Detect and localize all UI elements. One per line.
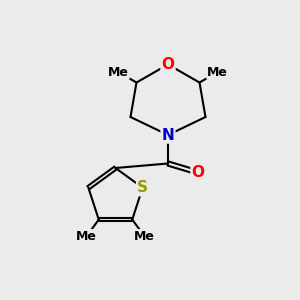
Text: Me: Me <box>134 230 155 243</box>
Text: O: O <box>161 57 175 72</box>
Text: O: O <box>191 165 205 180</box>
Text: S: S <box>137 180 148 195</box>
Text: Me: Me <box>76 230 97 243</box>
Text: Me: Me <box>108 65 129 79</box>
Text: N: N <box>162 128 174 142</box>
Text: Me: Me <box>207 65 228 79</box>
